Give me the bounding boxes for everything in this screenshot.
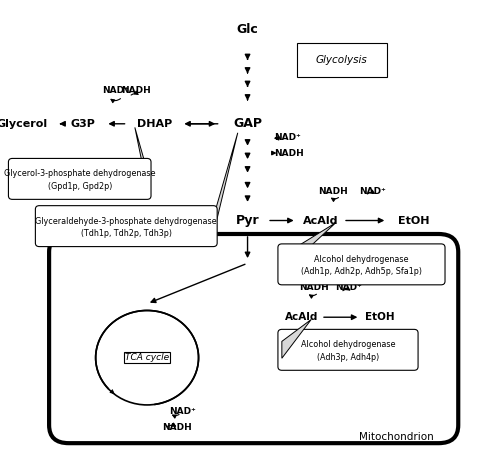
- FancyBboxPatch shape: [296, 43, 387, 77]
- Text: NADH: NADH: [318, 187, 348, 196]
- Text: G3P: G3P: [71, 119, 96, 129]
- FancyBboxPatch shape: [278, 330, 418, 370]
- Text: NADH: NADH: [122, 85, 151, 95]
- Polygon shape: [282, 319, 311, 358]
- FancyBboxPatch shape: [36, 206, 217, 246]
- Polygon shape: [282, 223, 336, 273]
- Text: TCA cycle: TCA cycle: [125, 353, 169, 362]
- Text: Alcohol dehydrogenase: Alcohol dehydrogenase: [301, 340, 395, 349]
- Text: AcAld: AcAld: [304, 216, 339, 225]
- Text: NADH: NADH: [274, 149, 304, 157]
- Text: (Adh1p, Adh2p, Adh5p, Sfa1p): (Adh1p, Adh2p, Adh5p, Sfa1p): [301, 267, 422, 276]
- Text: Alcohol dehydrogenase: Alcohol dehydrogenase: [314, 255, 408, 264]
- Text: Mitochondrion: Mitochondrion: [359, 432, 434, 442]
- Text: AcAld: AcAld: [285, 312, 318, 322]
- Text: NAD⁺: NAD⁺: [334, 284, 361, 292]
- Text: NADH: NADH: [162, 423, 192, 432]
- Text: Pyr: Pyr: [236, 214, 260, 227]
- Text: (Gpd1p, Gpd2p): (Gpd1p, Gpd2p): [48, 182, 112, 191]
- Text: DHAP: DHAP: [137, 119, 172, 129]
- Text: GAP: GAP: [233, 118, 262, 130]
- Text: Glycolysis: Glycolysis: [316, 55, 368, 65]
- Text: NADH: NADH: [299, 284, 328, 292]
- Text: (Adh3p, Adh4p): (Adh3p, Adh4p): [317, 353, 379, 362]
- Text: Glycerol-3-phosphate dehydrogenase: Glycerol-3-phosphate dehydrogenase: [4, 169, 156, 179]
- Text: Glycerol: Glycerol: [0, 119, 48, 129]
- Text: EtOH: EtOH: [398, 216, 430, 225]
- Text: Glc: Glc: [236, 23, 258, 36]
- Text: NAD⁺: NAD⁺: [102, 85, 128, 95]
- FancyBboxPatch shape: [8, 158, 151, 199]
- Text: NAD⁺: NAD⁺: [359, 187, 386, 196]
- Text: NAD⁺: NAD⁺: [274, 133, 301, 142]
- Text: Glyceraldehyde-3-phosphate dehydrogenase: Glyceraldehyde-3-phosphate dehydrogenase: [36, 217, 217, 225]
- FancyBboxPatch shape: [49, 234, 458, 443]
- Text: (Tdh1p, Tdh2p, Tdh3p): (Tdh1p, Tdh2p, Tdh3p): [81, 229, 172, 238]
- Text: EtOH: EtOH: [365, 312, 394, 322]
- FancyBboxPatch shape: [278, 244, 445, 285]
- Polygon shape: [135, 128, 147, 187]
- Text: NAD⁺: NAD⁺: [169, 407, 196, 416]
- Polygon shape: [213, 133, 238, 235]
